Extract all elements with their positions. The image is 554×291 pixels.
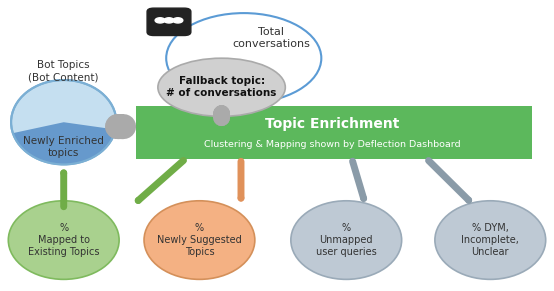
- Ellipse shape: [158, 58, 285, 116]
- Polygon shape: [13, 122, 116, 164]
- Circle shape: [164, 18, 174, 23]
- Text: Fallback topic:
# of conversations: Fallback topic: # of conversations: [166, 77, 277, 98]
- Text: %
Mapped to
Existing Topics: % Mapped to Existing Topics: [28, 223, 100, 257]
- Text: Total
conversations: Total conversations: [233, 27, 310, 49]
- FancyBboxPatch shape: [136, 106, 532, 159]
- Circle shape: [155, 18, 165, 23]
- Text: %
Newly Suggested
Topics: % Newly Suggested Topics: [157, 223, 242, 257]
- Text: Newly Enriched
topics: Newly Enriched topics: [23, 136, 104, 158]
- Text: Clustering & Mapping shown by Deflection Dashboard: Clustering & Mapping shown by Deflection…: [204, 140, 461, 148]
- Ellipse shape: [291, 201, 402, 279]
- Text: % DYM,
Incomplete,
Unclear: % DYM, Incomplete, Unclear: [461, 223, 519, 257]
- Ellipse shape: [435, 201, 546, 279]
- Ellipse shape: [144, 201, 255, 279]
- Text: %
Unmapped
user queries: % Unmapped user queries: [316, 223, 377, 257]
- FancyBboxPatch shape: [147, 8, 191, 36]
- Circle shape: [173, 18, 183, 23]
- Ellipse shape: [8, 201, 119, 279]
- Ellipse shape: [11, 80, 116, 164]
- Text: Topic Enrichment: Topic Enrichment: [265, 117, 399, 131]
- Text: Bot Topics
(Bot Content): Bot Topics (Bot Content): [28, 61, 99, 82]
